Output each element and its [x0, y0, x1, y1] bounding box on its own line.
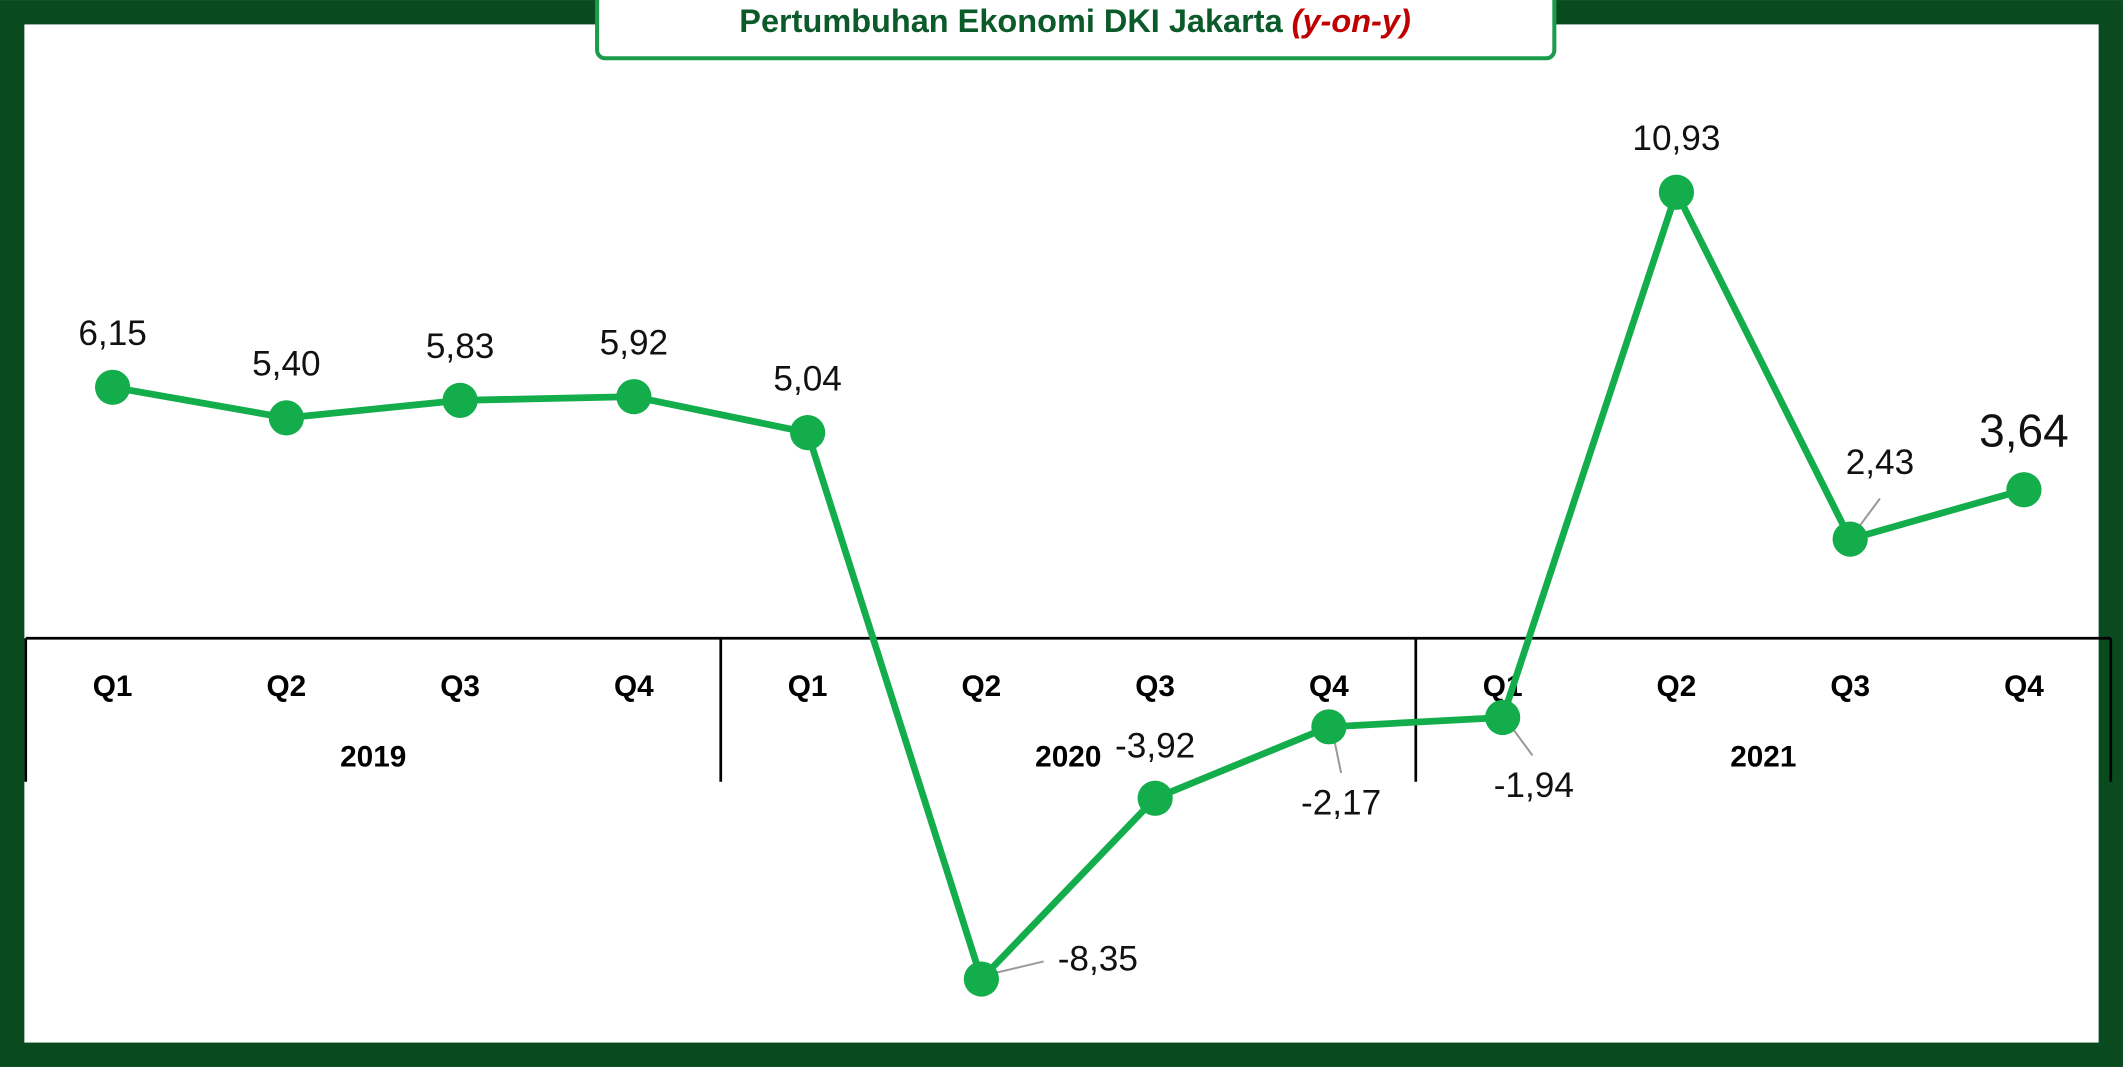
x-tick-label: Q2 [962, 670, 1002, 703]
group-label: 2020 [1035, 741, 1101, 774]
chart-title: Pertumbuhan Ekonomi DKI Jakarta (y-on-y) [739, 3, 1410, 39]
data-label: 5,92 [600, 324, 669, 363]
data-label: 2,43 [1846, 443, 1915, 482]
group-label: 2019 [340, 741, 406, 774]
data-label: -8,35 [1058, 940, 1138, 979]
x-tick-label: Q4 [2004, 670, 2044, 703]
x-tick-label: Q3 [1135, 670, 1175, 703]
x-tick-label: Q1 [788, 670, 828, 703]
data-label: 6,15 [78, 314, 147, 353]
data-point [1658, 174, 1695, 210]
data-point [963, 961, 999, 997]
data-label: 5,40 [252, 345, 320, 384]
x-tick-label: Q2 [1657, 670, 1697, 703]
data-point [1485, 699, 1521, 736]
data-point [1311, 709, 1347, 745]
data-line [112, 188, 2025, 983]
x-tick-label: Q4 [1309, 670, 1349, 703]
data-point [95, 369, 131, 405]
data-label: -2,17 [1301, 784, 1381, 823]
data-point [790, 414, 826, 451]
group-label: 2021 [1730, 741, 1796, 774]
title-main: Pertumbuhan Ekonomi DKI Jakarta [739, 3, 1283, 39]
data-point [268, 400, 304, 436]
data-label: 3,64 [1979, 404, 2069, 456]
x-tick-label: Q2 [267, 670, 307, 703]
data-label: 5,83 [426, 327, 495, 366]
data-label: -1,94 [1494, 766, 1574, 805]
data-label: 10,93 [1632, 119, 1720, 158]
data-point [1832, 521, 1868, 557]
title-unit: (y-on-y) [1292, 3, 1411, 39]
title-box [595, 0, 1557, 61]
x-tick-label: Q3 [440, 670, 480, 703]
leader-line [991, 960, 1044, 975]
x-tick-label: Q1 [93, 670, 133, 703]
data-point [2006, 472, 2042, 508]
x-tick-label: Q4 [614, 670, 654, 703]
x-tick-label: Q3 [1830, 670, 1870, 703]
data-point [1137, 780, 1173, 816]
data-label: -3,92 [1115, 726, 1195, 765]
data-point [616, 379, 652, 415]
data-label: 5,04 [773, 359, 842, 398]
data-point [442, 382, 478, 418]
